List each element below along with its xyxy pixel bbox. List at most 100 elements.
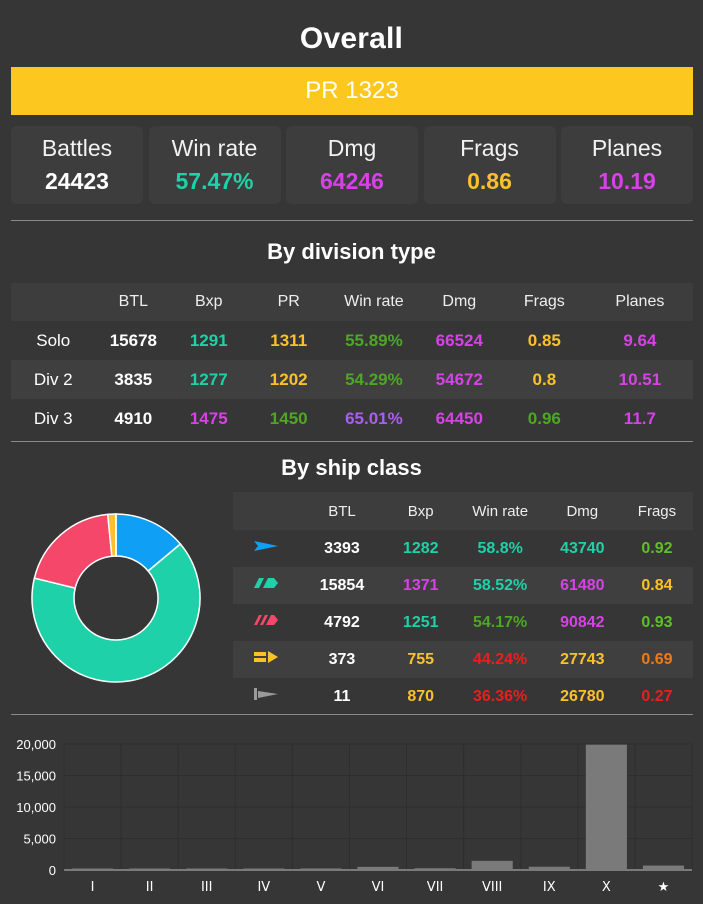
- stat-card-label: Win rate: [171, 135, 258, 161]
- division-cell: 4910: [114, 408, 153, 428]
- stat-card-label: Dmg: [327, 135, 377, 161]
- ship-class-icon-cell: [233, 530, 299, 567]
- submarine-icon: [254, 688, 279, 700]
- x-tick-label: V: [316, 880, 325, 895]
- divider: [11, 220, 693, 221]
- y-tick-label: 5,000: [23, 832, 56, 847]
- division-cell: 10.51: [618, 369, 662, 389]
- y-tick-label: 0: [49, 863, 56, 878]
- table-row: 11 870 36.36% 26780 0.27: [233, 678, 693, 715]
- donut-slice-cruiser: [31, 542, 201, 683]
- ship-class-cell: 27743: [560, 650, 605, 668]
- ship-class-cell: 3393: [324, 539, 360, 557]
- carrier-icon: [254, 651, 279, 663]
- ship-class-cell: 0.69: [641, 650, 673, 668]
- tier-bar-III: [186, 868, 228, 870]
- division-cell: 54672: [435, 369, 483, 389]
- x-tick-label: VIII: [482, 880, 502, 895]
- tier-bar-★: [642, 865, 685, 870]
- ship-class-cell: 1282: [402, 539, 439, 557]
- ship-class-cell: 0.84: [641, 576, 673, 594]
- donut-slice-battleship: [33, 513, 113, 589]
- table-row: 373 755 44.24% 27743 0.69: [233, 641, 693, 678]
- tier-bar-II: [129, 868, 171, 870]
- overall-title: Overall: [299, 22, 404, 55]
- division-row-label: Div 2: [33, 369, 73, 389]
- ship-class-header: Dmg: [543, 492, 621, 530]
- stat-card-label: Battles: [41, 135, 113, 161]
- division-cell: 9.64: [623, 330, 657, 350]
- ship-class-cell: 0.92: [641, 539, 673, 557]
- ship-class-icon-cell: [233, 567, 299, 604]
- division-cell: 0.96: [527, 408, 561, 428]
- stat-card-value: 24423: [45, 168, 109, 194]
- table-row: 3393 1282 58.8% 43740 0.92: [233, 530, 693, 567]
- table-row: 4792 1251 54.17% 90842 0.93: [233, 604, 693, 641]
- tier-bar-IV: [243, 868, 285, 870]
- division-header: Bxp: [171, 283, 247, 321]
- stat-card-frags: Frags 0.86: [423, 126, 556, 204]
- table-row: Div 3 4910 1475 1450 65.01% 64450 0.96 11.7: [11, 399, 693, 438]
- ship-class-cell: 54.17%: [473, 613, 528, 631]
- division-cell: 0.8: [532, 369, 557, 389]
- ship-class-cell: 1371: [402, 576, 439, 594]
- ship-class-cell: 58.8%: [477, 539, 523, 557]
- ship-class-header: [233, 492, 300, 530]
- division-header: [11, 283, 96, 321]
- division-cell: 0.85: [527, 330, 561, 350]
- ship-class-cell: 44.24%: [473, 650, 528, 668]
- ship-class-cell: 26780: [560, 687, 605, 705]
- x-tick-label: IV: [257, 880, 270, 895]
- stat-card-value: 64246: [320, 168, 384, 194]
- ship-class-cell: 11: [333, 687, 351, 705]
- y-tick-label: 10,000: [16, 800, 56, 815]
- stat-card-planes: Planes 10.19: [561, 126, 693, 204]
- y-tick-label: 20,000: [16, 737, 56, 752]
- x-tick-label: X: [602, 880, 611, 895]
- division-cell: 54.29%: [345, 369, 403, 389]
- tier-bar-VII: [414, 868, 456, 870]
- pr-rating-bar: PR 1323: [11, 67, 693, 115]
- destroyer-icon: [254, 541, 279, 551]
- ship-class-header: Win rate: [456, 492, 544, 530]
- ship-class-cell: 4792: [324, 613, 360, 631]
- division-table: BTL Bxp PR Win rate Dmg Frags Planes Solo 15678…: [11, 283, 693, 438]
- tier-bar-IX: [528, 866, 570, 870]
- ship-class-cell: 1251: [402, 613, 439, 631]
- ship-class-cell: 0.93: [641, 613, 673, 631]
- cruiser-icon: [254, 578, 279, 588]
- division-cell: 1311: [270, 330, 308, 350]
- stat-card-value: 57.47%: [175, 168, 254, 194]
- x-tick-label: I: [91, 880, 95, 895]
- division-header: Win rate: [331, 283, 417, 321]
- division-cell: 1277: [189, 369, 228, 389]
- table-row: Div 2 3835 1277 1202 54.29% 54672 0.8 10.51: [11, 360, 693, 399]
- ship-class-cell: 15854: [319, 576, 365, 594]
- division-cell: 65.01%: [345, 408, 403, 428]
- ship-class-header: Bxp: [384, 492, 457, 530]
- stat-card-battles: Battles 24423: [11, 126, 143, 204]
- division-header: Dmg: [416, 283, 502, 321]
- ship-class-icon-cell: [233, 604, 299, 641]
- ship-class-cell: 90842: [560, 613, 605, 631]
- divider: [11, 714, 693, 715]
- ship-class-cell: 0.27: [641, 687, 673, 705]
- ship-class-header: BTL: [299, 492, 385, 530]
- y-tick-label: 15,000: [16, 769, 56, 784]
- ship-class-header: Frags: [620, 492, 693, 530]
- x-tick-label: III: [201, 880, 213, 895]
- divider: [11, 441, 693, 442]
- ship-class-icon-cell: [233, 641, 299, 678]
- division-cell: 3835: [114, 369, 153, 389]
- stat-card-label: Frags: [460, 135, 519, 161]
- division-row-label: Div 3: [33, 408, 73, 428]
- battleship-icon: [254, 615, 279, 625]
- stat-card-value: 0.86: [467, 168, 512, 194]
- tier-bar-X: [585, 744, 627, 870]
- division-cell: 1450: [269, 408, 308, 428]
- division-row-label: Solo: [36, 330, 71, 350]
- table-row: 15854 1371 58.52% 61480 0.84: [233, 567, 693, 604]
- division-cell: 1202: [269, 369, 308, 389]
- stat-card-label: Planes: [591, 135, 663, 161]
- division-cell: 1475: [189, 408, 228, 428]
